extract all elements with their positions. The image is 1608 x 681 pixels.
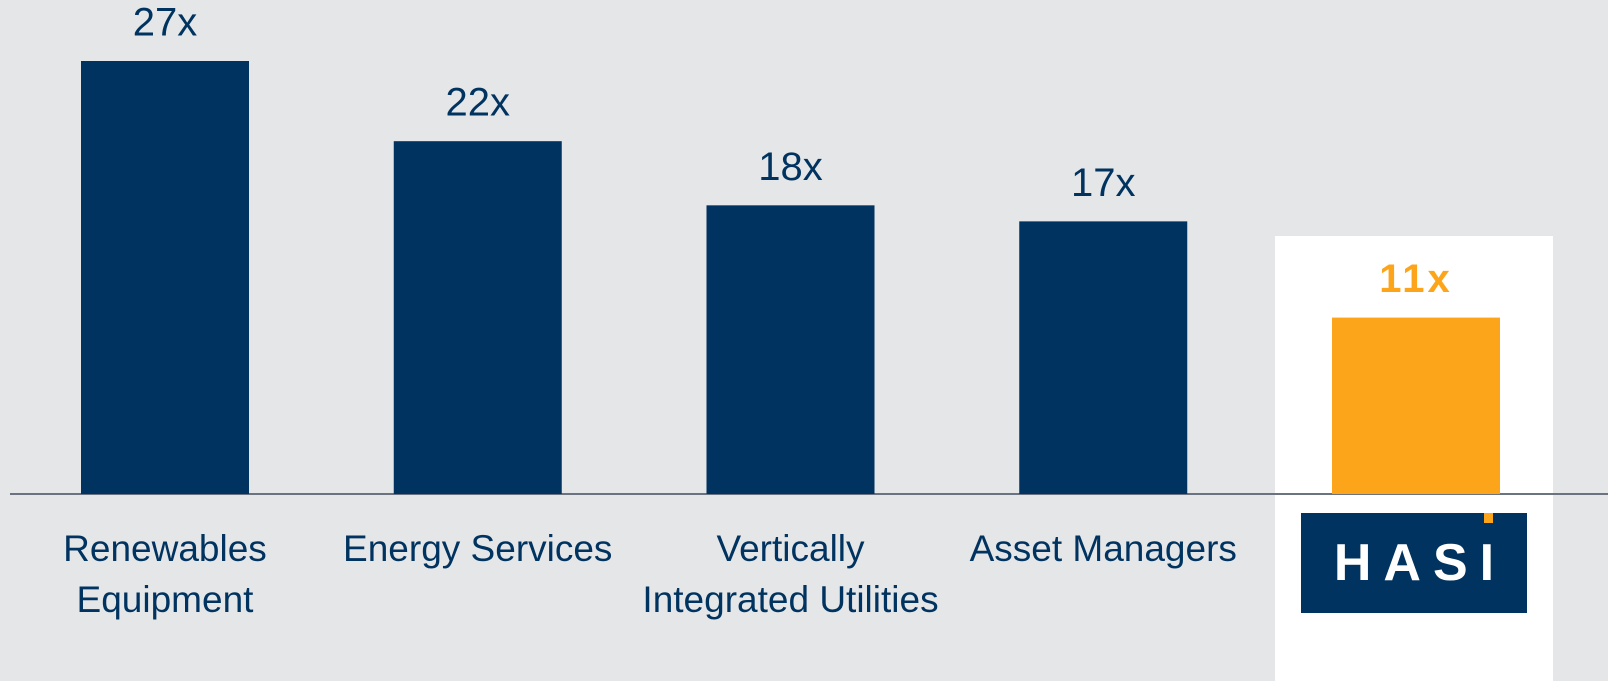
logo-accent [1484, 513, 1493, 523]
bar [393, 141, 562, 494]
bar [706, 205, 875, 495]
x-tick-label: Energy Services [343, 528, 613, 569]
value-label: 18x [758, 145, 823, 189]
value-label: 27x [133, 1, 198, 45]
bar [1019, 221, 1188, 495]
x-tick-label: Vertically Integrated Utilities [642, 528, 939, 620]
bar [81, 61, 249, 494]
x-tick-label: Asset Managers [969, 528, 1237, 569]
bar [1332, 317, 1500, 494]
value-label: 11x [1379, 257, 1453, 301]
x-tick-label: Renewables Equipment [63, 528, 267, 620]
value-label: 22x [446, 81, 511, 125]
value-label: 17x [1071, 161, 1136, 205]
x-tick-label: HASI [1301, 513, 1527, 613]
